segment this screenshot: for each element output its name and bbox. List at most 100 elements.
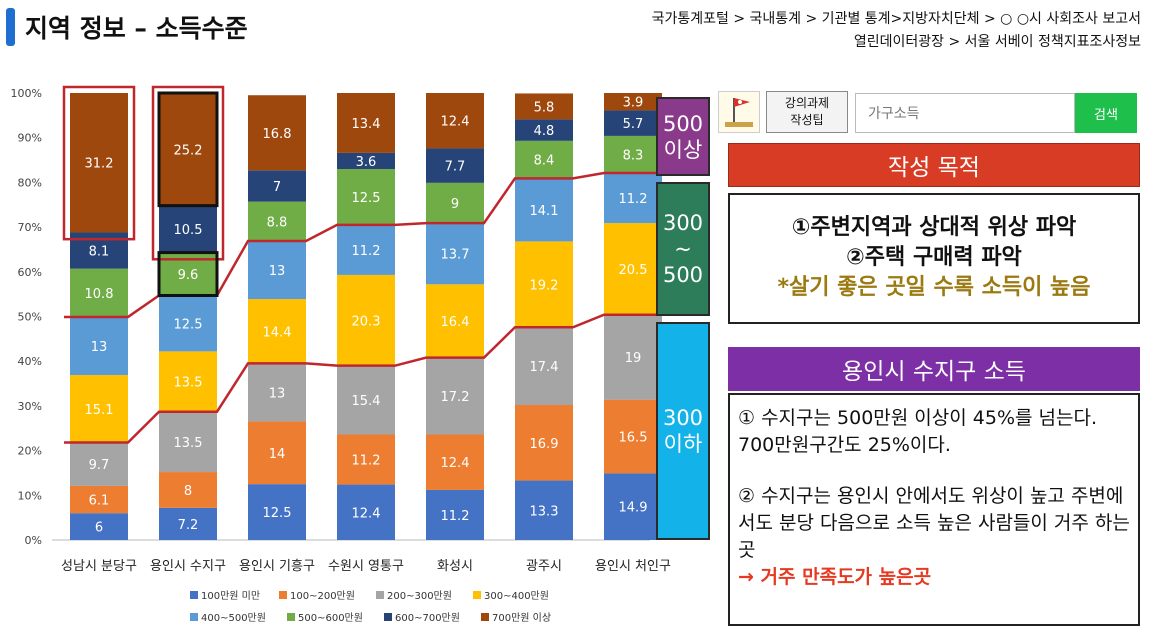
y-tick-label: 30% (18, 400, 42, 413)
data-label: 15.1 (85, 403, 114, 418)
bar-segment (159, 472, 217, 508)
legend-swatch (481, 613, 489, 621)
bar-segment (604, 173, 662, 224)
data-label: 14 (269, 447, 286, 462)
suji-header: 용인시 수지구 소득 (728, 347, 1140, 391)
bar-segment (70, 93, 128, 233)
data-label: 13 (91, 340, 108, 355)
data-label: 13.5 (174, 376, 203, 391)
y-tick-label: 70% (18, 221, 42, 234)
bar-segment (337, 224, 395, 275)
bar-segment (604, 93, 662, 111)
data-label: 20.3 (352, 314, 381, 329)
category-label: 성남시 분당구 (61, 559, 137, 574)
bar-segment (159, 351, 217, 412)
purpose-header: 작성 목적 (728, 143, 1140, 187)
bar-segment (515, 241, 573, 328)
data-label: 16.4 (441, 315, 470, 330)
data-label: 16.5 (619, 431, 648, 446)
data-label: 7.7 (445, 160, 466, 175)
y-tick-label: 90% (18, 132, 42, 145)
search-button[interactable]: 검색 (1075, 93, 1137, 133)
category-label: 용인시 처인구 (595, 559, 671, 574)
bar-segment (159, 507, 217, 540)
data-label: 5.7 (623, 117, 644, 132)
side-label-300-below: 300 이하 (656, 322, 710, 540)
bar-segment (248, 201, 306, 241)
side-label-low-line1: 300 (662, 406, 704, 430)
bar-segment (604, 135, 662, 174)
y-tick-label: 60% (18, 266, 42, 279)
breadcrumb-line-2: 열린데이터광장 > 서울 서베이 정책지표조사정보 (853, 34, 1141, 50)
data-label: 10.8 (85, 287, 114, 302)
bar-segment (70, 375, 128, 443)
bar-segment (515, 480, 573, 540)
y-tick-label: 20% (18, 445, 42, 458)
bar-segment (70, 442, 128, 486)
threshold-line-300 (64, 313, 668, 444)
purpose-box: ①주변지역과 상대적 위상 파악 ②주택 구매력 파악 *살기 좋은 곳일 수록… (728, 193, 1140, 324)
side-label-500-line1: 500 (662, 111, 704, 136)
data-label: 8.8 (267, 215, 288, 230)
legend-swatch (190, 591, 198, 599)
data-label: 25.2 (174, 143, 203, 158)
suji-point-2: ② 수지구는 용인시 안에서도 위상이 높고 주변에서도 분당 다음으로 소득 … (738, 485, 1130, 561)
legend-swatch (279, 591, 287, 599)
purpose-line-2: ②주택 구매력 파악 (846, 245, 1022, 270)
legend-label: 100~200만원 (290, 590, 355, 602)
writing-tips-button[interactable]: 강의과제 작성팁 (766, 91, 848, 133)
bar-segment (159, 93, 217, 206)
data-label: 8.4 (534, 154, 555, 169)
data-label: 12.5 (352, 191, 381, 206)
legend-label: 700만원 이상 (492, 612, 551, 624)
data-label: 9.7 (89, 458, 110, 473)
side-label-mid-line2: ~ (674, 237, 692, 261)
data-label: 12.4 (352, 506, 381, 521)
bar-segment (604, 223, 662, 315)
bar-segment (337, 365, 395, 435)
suji-conclusion: → 거주 만족도가 높은곳 (738, 566, 932, 588)
threshold-line-500 (64, 171, 668, 319)
legend-swatch (473, 591, 481, 599)
breadcrumb-line-1: 국가통계포털 > 국내통계 > 기관별 통계>지방자치단체 > ○ ○시 사회조… (651, 11, 1141, 27)
bar-segment (70, 268, 128, 317)
data-label: 11.2 (619, 192, 648, 207)
bar-segment (70, 513, 128, 540)
category-label: 수원시 영통구 (328, 559, 404, 574)
bar-segment (337, 152, 395, 169)
breadcrumb: 국가통계포털 > 국내통계 > 기관별 통계>지방자치단체 > ○ ○시 사회조… (652, 8, 1141, 54)
bar-segment (159, 411, 217, 473)
data-label: 13 (269, 264, 286, 279)
bar-segment (604, 399, 662, 474)
bar-segment (515, 178, 573, 242)
data-label: 9 (451, 197, 459, 212)
y-tick-label: 50% (18, 311, 42, 324)
bar-segment (426, 148, 484, 183)
search-input[interactable] (855, 93, 1075, 133)
data-label: 8.1 (89, 245, 110, 260)
bar-segment (515, 405, 573, 481)
side-label-300-500: 300 ~ 500 (656, 182, 710, 316)
data-label: 19.2 (530, 278, 559, 293)
legend-label: 200~300만원 (387, 590, 452, 602)
category-label: 광주시 (526, 559, 562, 574)
y-tick-label: 0% (25, 534, 42, 547)
bar-segment (248, 421, 306, 485)
tip-button-line2: 작성팁 (790, 113, 824, 127)
bar-segment (159, 295, 217, 352)
stacked-bar-chart: 0% 10% 20% 30% 40% 50% 60% 70% 80% 90% 100% 6 6.1 9.7… (11, 85, 671, 624)
data-label: 11.2 (352, 454, 381, 469)
category-label: 용인시 기흥구 (239, 559, 315, 574)
data-label: 11.2 (352, 244, 381, 259)
side-label-mid-line1: 300 (662, 211, 704, 235)
bar-segment (426, 182, 484, 224)
bar-segment (337, 168, 395, 225)
legend-label: 100만원 미만 (201, 590, 260, 602)
side-label-mid-line3: 500 (662, 263, 704, 287)
side-label-500-line2: 이상 (663, 137, 703, 162)
data-label: 7.2 (178, 518, 199, 533)
legend-swatch (287, 613, 295, 621)
data-label: 12.5 (263, 506, 292, 521)
bar-segment (426, 434, 484, 490)
purpose-note: *살기 좋은 곳일 수록 소득이 높음 (777, 275, 1091, 300)
